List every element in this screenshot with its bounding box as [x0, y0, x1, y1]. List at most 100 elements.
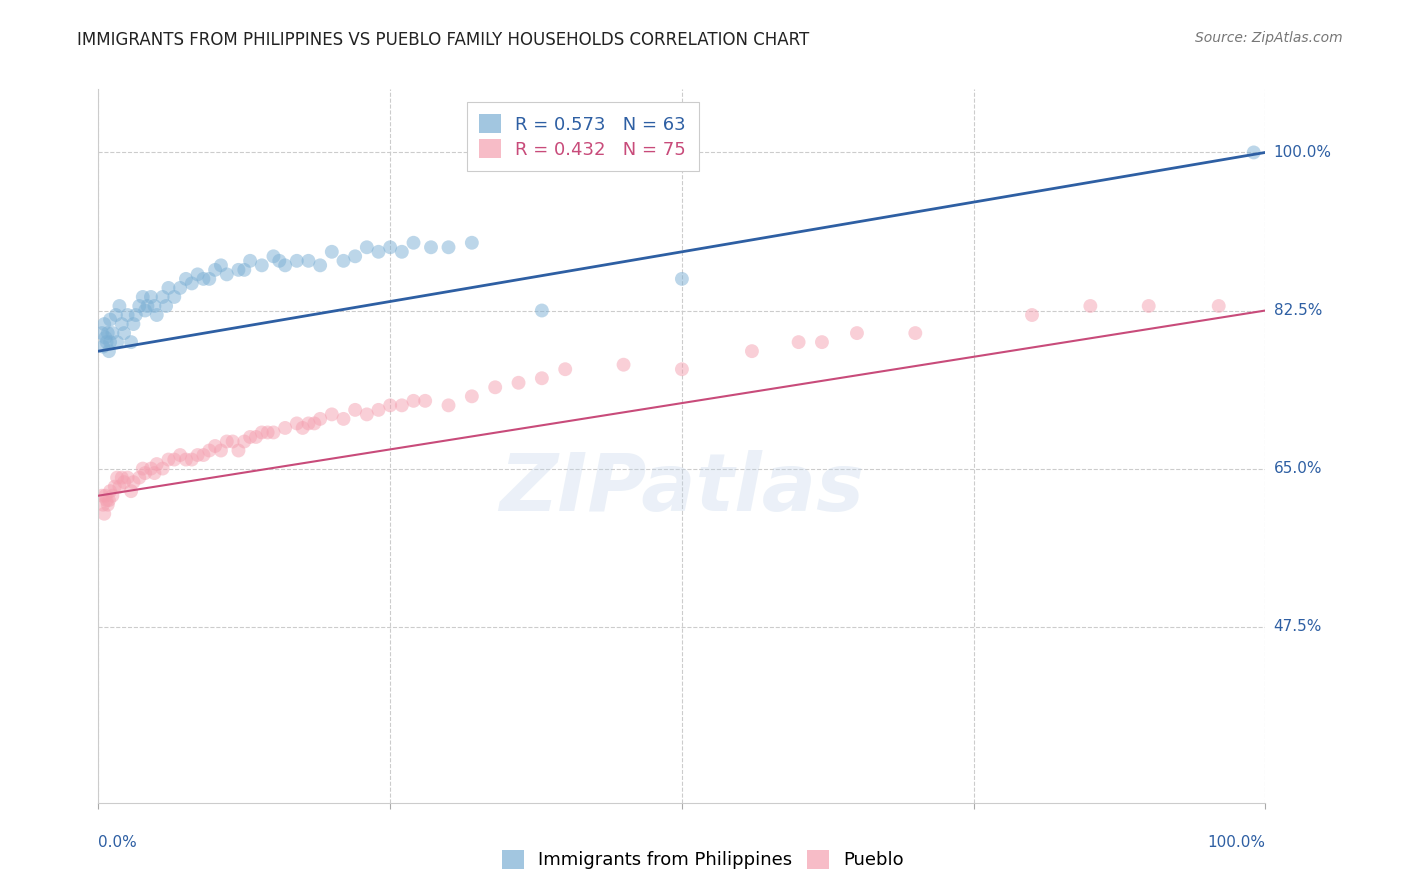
Point — [215, 268, 238, 282]
Point — [380, 398, 402, 412]
Point — [304, 417, 326, 431]
Point — [233, 263, 256, 277]
Point — [285, 417, 308, 431]
Point — [98, 312, 121, 326]
Point — [380, 240, 402, 254]
Point — [274, 421, 297, 435]
Point — [461, 389, 484, 403]
Point — [221, 434, 243, 449]
Point — [98, 335, 121, 350]
Point — [209, 443, 232, 458]
Point — [367, 402, 389, 417]
Point — [228, 263, 250, 277]
Point — [112, 475, 135, 490]
Point — [250, 425, 273, 440]
Point — [554, 362, 576, 376]
Point — [356, 408, 378, 422]
Text: 82.5%: 82.5% — [1274, 303, 1322, 318]
Legend: Immigrants from Philippines, Pueblo: Immigrants from Philippines, Pueblo — [494, 841, 912, 879]
Point — [530, 303, 553, 318]
Point — [198, 272, 221, 286]
Point — [96, 493, 118, 508]
Point — [256, 425, 278, 440]
Point — [136, 299, 159, 313]
Point — [1243, 145, 1265, 160]
Point — [104, 308, 127, 322]
Point — [128, 470, 150, 484]
Point — [97, 498, 120, 512]
Point — [91, 340, 114, 354]
Point — [174, 452, 197, 467]
Point — [484, 380, 506, 394]
Point — [193, 272, 215, 286]
Text: ZIPatlas: ZIPatlas — [499, 450, 865, 528]
Point — [134, 466, 156, 480]
Point — [120, 484, 142, 499]
Point — [321, 408, 343, 422]
Point — [245, 430, 267, 444]
Point — [152, 290, 174, 304]
Point — [98, 484, 121, 499]
Point — [97, 493, 120, 508]
Point — [155, 299, 177, 313]
Point — [101, 326, 124, 340]
Legend: R = 0.573   N = 63, R = 0.432   N = 75: R = 0.573 N = 63, R = 0.432 N = 75 — [467, 102, 699, 171]
Point — [671, 362, 693, 376]
Point — [250, 258, 273, 272]
Point — [180, 277, 202, 291]
Point — [811, 335, 834, 350]
Point — [209, 258, 232, 272]
Point — [122, 475, 145, 490]
Point — [233, 434, 256, 449]
Point — [101, 489, 124, 503]
Point — [228, 443, 250, 458]
Point — [204, 439, 226, 453]
Point — [846, 326, 869, 340]
Point — [169, 448, 191, 462]
Point — [291, 421, 314, 435]
Point — [262, 249, 284, 263]
Point — [146, 457, 169, 471]
Point — [125, 308, 148, 322]
Point — [122, 317, 145, 331]
Text: 0.0%: 0.0% — [98, 835, 138, 850]
Point — [215, 434, 238, 449]
Point — [193, 448, 215, 462]
Point — [117, 470, 139, 484]
Point — [613, 358, 636, 372]
Point — [108, 480, 131, 494]
Point — [93, 507, 115, 521]
Point — [120, 335, 142, 350]
Point — [413, 393, 436, 408]
Point — [530, 371, 553, 385]
Point — [1080, 299, 1102, 313]
Point — [157, 281, 180, 295]
Point — [420, 240, 443, 254]
Point — [309, 412, 332, 426]
Point — [344, 249, 367, 263]
Point — [143, 299, 166, 313]
Point — [671, 272, 693, 286]
Point — [187, 268, 209, 282]
Point — [163, 290, 186, 304]
Point — [391, 398, 413, 412]
Point — [132, 461, 155, 475]
Point — [139, 461, 162, 475]
Point — [111, 470, 134, 484]
Point — [108, 299, 131, 313]
Point — [332, 253, 354, 268]
Point — [146, 308, 169, 322]
Point — [269, 253, 291, 268]
Point — [198, 443, 221, 458]
Point — [139, 290, 162, 304]
Point — [391, 244, 413, 259]
Point — [105, 470, 128, 484]
Point — [112, 326, 135, 340]
Text: 65.0%: 65.0% — [1274, 461, 1322, 476]
Text: Source: ZipAtlas.com: Source: ZipAtlas.com — [1195, 31, 1343, 45]
Text: 47.5%: 47.5% — [1274, 619, 1322, 634]
Point — [297, 417, 319, 431]
Point — [104, 480, 127, 494]
Point — [96, 335, 118, 350]
Point — [332, 412, 354, 426]
